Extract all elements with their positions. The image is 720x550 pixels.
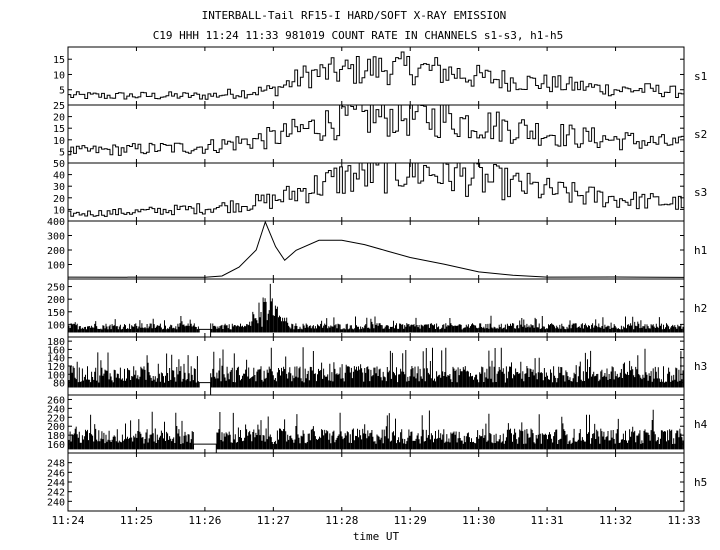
y-tick-label: 40: [53, 171, 65, 182]
y-tick-label: 244: [47, 478, 65, 489]
y-tick-label: 180: [47, 337, 65, 348]
x-tick-label: 11:30: [462, 514, 495, 527]
series-noise-h2: [67, 283, 684, 333]
series-line-s2: [68, 104, 684, 156]
chart-subtitle: C19 HHH 11:24 11:33 981019 COUNT RATE IN…: [153, 29, 564, 42]
y-tick-label: 140: [47, 354, 65, 365]
panel-label: s1: [694, 70, 707, 83]
data-gap-marker: [192, 443, 217, 453]
x-tick-label: 11:24: [51, 514, 84, 527]
x-tick-label: 11:26: [188, 514, 221, 527]
panel-label: h4: [694, 418, 708, 431]
x-tick-label: 11:28: [325, 514, 358, 527]
y-tick-label: 246: [47, 468, 65, 479]
y-tick-label: 10: [53, 136, 65, 147]
y-tick-label: 400: [47, 217, 65, 228]
panel-frame: [67, 220, 685, 280]
y-tick-label: 248: [47, 459, 65, 470]
y-tick-label: 220: [47, 413, 65, 424]
x-tick-label: 11:29: [394, 514, 427, 527]
y-tick-label: 250: [47, 283, 65, 294]
y-tick-label: 260: [47, 395, 65, 406]
panel-label: s3: [694, 186, 707, 199]
x-axis: 11:24 11:25 11:26 11:27 11:28 11:29 11:30 11:31…: [51, 514, 700, 527]
y-tick-label: 200: [47, 295, 65, 306]
x-tick-label: 11:27: [257, 514, 290, 527]
y-tick-label: 20: [53, 113, 65, 124]
data-gap-marker: [198, 328, 212, 337]
y-tick-label: 50: [53, 159, 65, 170]
y-tick-label: 180: [47, 431, 65, 442]
x-tick-label: 11:25: [120, 514, 153, 527]
panel-label: h1: [694, 244, 707, 257]
y-tick-label: 160: [47, 440, 65, 451]
y-tick-label: 10: [53, 70, 65, 81]
chart-panels: 51015s1510152025s21020304050s31002003004…: [47, 46, 708, 512]
x-tick-label: 11:32: [599, 514, 632, 527]
series-line-s1: [68, 51, 684, 100]
x-tick-label: 11:33: [667, 514, 700, 527]
y-tick-label: 100: [47, 320, 65, 331]
panel-label: h3: [694, 360, 707, 373]
y-tick-label: 5: [59, 147, 65, 158]
y-tick-label: 240: [47, 404, 65, 415]
panel-label: s2: [694, 128, 707, 141]
y-tick-label: 10: [53, 205, 65, 216]
panel-label: h5: [694, 476, 707, 489]
y-tick-label: 30: [53, 182, 65, 193]
panel-label: h2: [694, 302, 707, 315]
series-line-s3: [68, 162, 684, 217]
y-tick-label: 200: [47, 246, 65, 257]
y-tick-label: 15: [53, 124, 65, 135]
x-tick-label: 11:31: [531, 514, 564, 527]
panel-s1: 5 10 15 s1: [53, 46, 707, 106]
y-tick-label: 100: [47, 370, 65, 381]
x-axis-label: time UT: [353, 530, 400, 543]
chart-title: INTERBALL-Tail RF15-I HARD/SOFT X-RAY EM…: [202, 9, 507, 22]
y-tick-label: 150: [47, 308, 65, 319]
y-tick-label: 100: [47, 261, 65, 272]
series-line-h1: [67, 220, 685, 278]
y-tick-label: 242: [47, 488, 65, 499]
y-tick-label: 80: [53, 379, 65, 390]
data-gap-marker: [198, 382, 212, 395]
y-tick-label: 25: [53, 101, 65, 112]
y-tick-label: 160: [47, 345, 65, 356]
y-tick-label: 20: [53, 194, 65, 205]
y-tick-label: 240: [47, 497, 65, 508]
series-noise-h4: [67, 409, 684, 450]
y-tick-label: 5: [59, 86, 65, 97]
y-tick-label: 200: [47, 422, 65, 433]
y-tick-label: 300: [47, 232, 65, 243]
panel-h1: 100 200 300 400 h1: [47, 217, 707, 280]
series-noise-h3: [67, 347, 684, 388]
panel-frame: [67, 452, 685, 512]
y-tick-label: 15: [53, 55, 65, 66]
y-tick-label: 120: [47, 362, 65, 373]
